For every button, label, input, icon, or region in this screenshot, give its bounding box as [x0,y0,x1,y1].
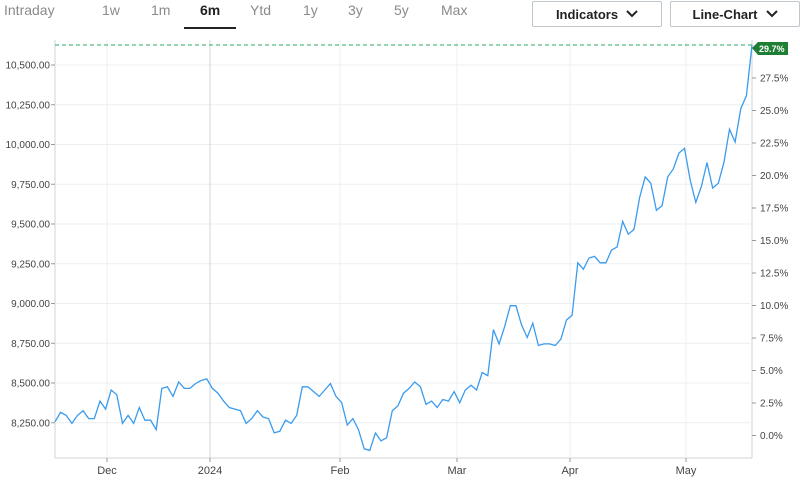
range-tabs: Intraday 1w 1m 6m Ytd 1y 3y 5y Max [0,0,520,30]
chevron-down-icon [626,10,638,18]
y-left-tick-label: 8,500.00 [11,379,50,390]
tab-max[interactable]: Max [441,2,468,18]
y-right-tick-label: 17.5% [760,204,788,215]
y-left-tick-label: 10,000.00 [6,140,51,151]
x-tick-label: Feb [331,465,350,477]
indicators-label: Indicators [555,6,619,22]
y-left-tick-label: 9,250.00 [11,259,50,270]
change-badge: 29.7% [752,42,788,55]
x-tick-label: Apr [561,465,578,477]
tab-1w[interactable]: 1w [102,2,120,18]
y-left-tick-label: 8,250.00 [11,418,50,429]
y-right-tick-label: 7.5% [760,334,783,345]
y-right-tick-label: 2.5% [760,399,783,410]
tab-1y[interactable]: 1y [303,2,318,18]
x-tick-label: Mar [448,465,467,477]
active-tab-underline [184,27,236,29]
y-right-tick-label: 12.5% [760,269,788,280]
chart-type-dropdown[interactable]: Line-Chart [670,1,800,27]
y-right-tick-label: 22.5% [760,139,788,150]
tab-intraday[interactable]: Intraday [4,2,55,18]
tab-1m[interactable]: 1m [151,2,171,18]
change-badge-text: 29.7% [759,44,785,54]
tab-3y[interactable]: 3y [348,2,363,18]
y-right-tick-label: 5.0% [760,366,783,377]
x-tick-label: 2024 [198,465,222,477]
chart-type-label: Line-Chart [692,6,758,22]
indicators-dropdown[interactable]: Indicators [532,1,662,27]
y-right-tick-label: 25.0% [760,106,788,117]
price-series-line [54,44,753,452]
y-left-tick-label: 9,000.00 [11,299,50,310]
y-left-tick-label: 9,750.00 [11,180,50,191]
chevron-down-icon [765,10,778,18]
y-right-tick-label: 15.0% [760,236,788,247]
y-right-tick-label: 27.5% [760,74,788,85]
tab-6m[interactable]: 6m [200,2,221,18]
y-left-tick-label: 9,500.00 [11,220,50,231]
y-left-tick-label: 10,500.00 [6,61,51,72]
y-left-tick-label: 10,250.00 [6,100,51,111]
tab-ytd[interactable]: Ytd [250,2,272,18]
tab-5y[interactable]: 5y [394,2,409,18]
y-right-tick-label: 20.0% [760,171,788,182]
x-tick-label: Dec [97,465,117,477]
y-left-tick-label: 8,750.00 [11,339,50,350]
x-tick-label: May [676,465,697,477]
y-right-tick-label: 10.0% [760,301,788,312]
y-right-tick-label: 0.0% [760,431,783,442]
